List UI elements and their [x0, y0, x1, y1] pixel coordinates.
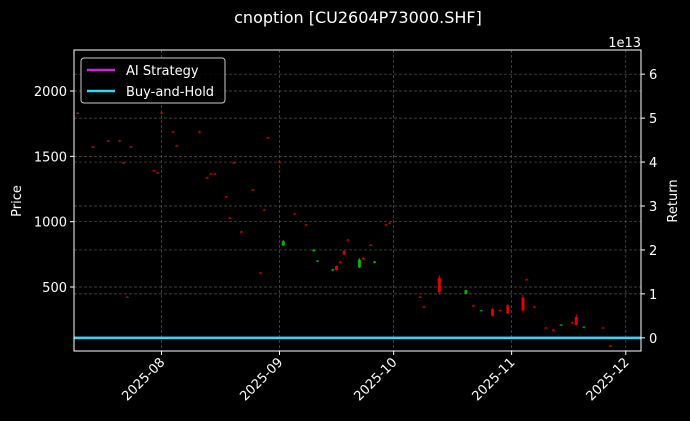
candle-body	[118, 140, 122, 142]
candle-body	[205, 177, 209, 179]
candle-body	[601, 327, 605, 329]
candle-body	[331, 269, 335, 271]
candle-body	[582, 326, 586, 328]
candle-body	[418, 296, 422, 298]
candle-body	[125, 296, 129, 298]
candle-body	[262, 209, 266, 211]
candle-body	[342, 251, 346, 255]
candle-body	[156, 172, 160, 174]
candle-body	[609, 345, 613, 347]
candle-body	[479, 310, 483, 312]
y-tick-label: 500	[42, 281, 67, 296]
candle-body	[525, 279, 529, 281]
candle-body	[373, 261, 377, 263]
candle-body	[571, 322, 575, 324]
y-tick-label: 1000	[34, 216, 67, 231]
candle-body	[239, 231, 243, 233]
y2-axis-label: Return	[666, 179, 681, 222]
candle-body	[335, 266, 339, 271]
candle-body	[76, 112, 80, 114]
y-axis-label: Price	[10, 185, 25, 217]
candle-body	[266, 137, 270, 139]
plot-frame	[73, 49, 642, 352]
y2-offset-label: 1e13	[608, 36, 641, 51]
candle-body	[224, 196, 228, 198]
candle-body	[251, 189, 255, 191]
candle-body	[209, 173, 213, 175]
candle-body	[521, 297, 525, 311]
candle-body	[491, 309, 495, 316]
candle-body	[232, 162, 236, 164]
candle-body	[277, 161, 281, 163]
candle-body	[198, 131, 202, 133]
y2-tick-label: 3	[649, 200, 657, 215]
y2-tick-label: 0	[649, 332, 657, 347]
candle-body	[338, 261, 342, 263]
candle-body	[464, 290, 468, 294]
x-tick-label: 2025-12	[584, 355, 633, 404]
candle-body	[388, 222, 392, 224]
candle-body	[312, 249, 316, 252]
y2-tick-label: 1	[649, 288, 657, 303]
x-tick-label: 2025-10	[351, 355, 400, 404]
candle-body	[498, 310, 502, 312]
candle-body	[346, 239, 350, 241]
candle-body	[228, 217, 232, 219]
candle-body	[258, 272, 262, 274]
y-tick-label: 1500	[34, 150, 67, 165]
candle-body	[316, 260, 320, 262]
legend-label: Buy-and-Hold	[126, 85, 214, 100]
x-tick-label: 2025-08	[119, 355, 168, 404]
candle-body	[213, 173, 217, 175]
y-tick-label: 2000	[34, 85, 67, 100]
legend-box	[80, 57, 226, 104]
candle-body	[152, 170, 156, 172]
x-tick-label: 2025-11	[469, 355, 518, 404]
y2-tick-label: 5	[649, 112, 657, 127]
chart-title: cnoption [CU2604P73000.SHF]	[234, 8, 482, 27]
candle-body	[361, 257, 365, 259]
candle-body	[369, 244, 373, 246]
candle-body	[160, 112, 164, 114]
y2-tick-label: 6	[649, 68, 657, 83]
candle-body	[559, 324, 563, 326]
candle-body	[551, 329, 555, 331]
candle-body	[175, 145, 179, 147]
candle-body	[129, 146, 133, 148]
candle-body	[532, 306, 536, 308]
candle-body	[574, 317, 578, 325]
legend-label: AI Strategy	[126, 64, 199, 79]
candle-body	[304, 224, 308, 226]
y2-tick-label: 2	[649, 244, 657, 259]
candle-body	[506, 305, 510, 314]
candle-body	[472, 305, 476, 307]
candle-body	[422, 306, 426, 308]
x-tick-label: 2025-09	[237, 355, 286, 404]
y2-tick-label: 4	[649, 156, 657, 171]
candle-body	[384, 224, 388, 226]
candle-body	[106, 140, 110, 142]
candle-body	[281, 241, 285, 246]
candle-body	[293, 213, 297, 215]
candle-body	[437, 277, 441, 293]
legend: AI Strategy Buy-and-Hold	[80, 57, 226, 104]
candle-body	[121, 162, 125, 164]
candle-body	[544, 327, 548, 329]
candle-body	[91, 146, 95, 148]
candle-body	[171, 131, 175, 133]
candle-body	[357, 259, 361, 268]
